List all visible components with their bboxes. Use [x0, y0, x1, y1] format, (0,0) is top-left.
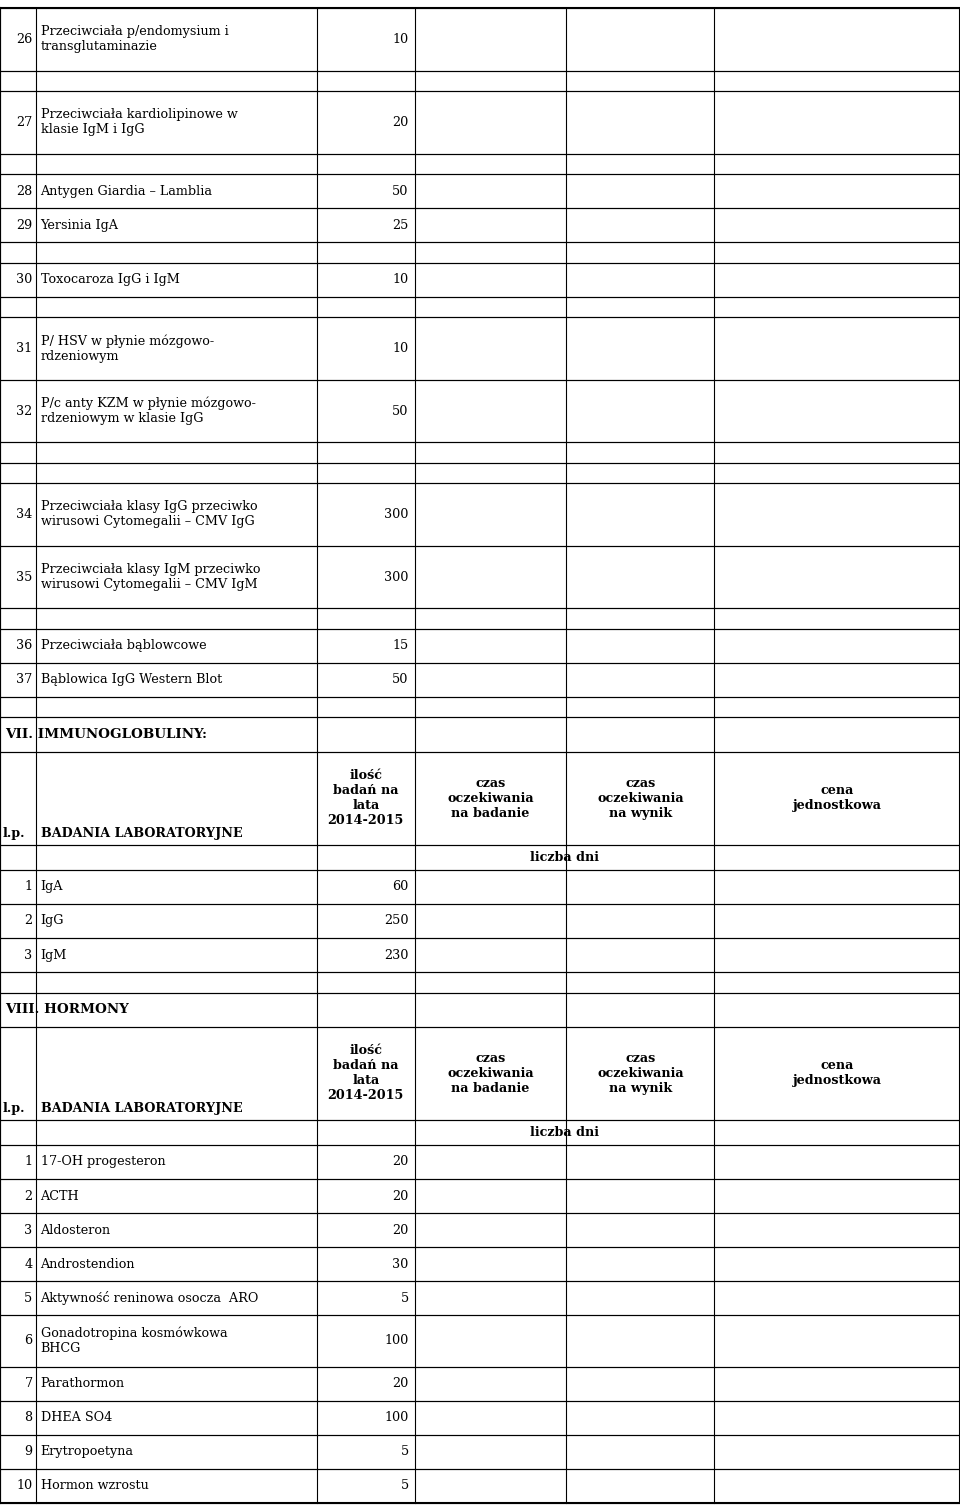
Text: cena
jednostkowa: cena jednostkowa: [793, 1059, 881, 1088]
Text: IgA: IgA: [40, 880, 63, 893]
Text: 300: 300: [384, 509, 409, 521]
Text: 4: 4: [24, 1259, 33, 1271]
Text: czas
oczekiwania
na wynik: czas oczekiwania na wynik: [597, 1052, 684, 1094]
Text: 34: 34: [16, 509, 33, 521]
Text: 37: 37: [16, 673, 33, 687]
Text: IgM: IgM: [40, 949, 67, 961]
Text: 250: 250: [384, 914, 409, 928]
Text: 32: 32: [16, 404, 33, 418]
Text: liczba dni: liczba dni: [530, 851, 599, 863]
Text: 20: 20: [393, 1189, 409, 1203]
Text: 60: 60: [393, 880, 409, 893]
Text: 20: 20: [393, 1224, 409, 1237]
Text: 30: 30: [16, 273, 33, 287]
Text: VIII. HORMONY: VIII. HORMONY: [5, 1003, 129, 1016]
Text: Przeciwciała kardiolipinowe w
klasie IgM i IgG: Przeciwciała kardiolipinowe w klasie IgM…: [40, 109, 237, 136]
Text: czas
oczekiwania
na wynik: czas oczekiwania na wynik: [597, 777, 684, 819]
Text: 1: 1: [25, 880, 33, 893]
Text: 300: 300: [384, 570, 409, 584]
Text: 25: 25: [393, 219, 409, 232]
Text: 26: 26: [16, 33, 33, 45]
Text: Aldosteron: Aldosteron: [40, 1224, 110, 1237]
Text: 10: 10: [393, 343, 409, 355]
Text: Przeciwciała bąblowcowe: Przeciwciała bąblowcowe: [40, 640, 206, 652]
Text: ilość
badań na
lata
2014-2015: ilość badań na lata 2014-2015: [327, 1044, 404, 1102]
Text: 2: 2: [24, 914, 33, 928]
Text: 28: 28: [16, 184, 33, 198]
Text: Aktywność reninowa osocza  ARO: Aktywność reninowa osocza ARO: [40, 1292, 259, 1305]
Text: 8: 8: [24, 1411, 33, 1424]
Text: Przeciwciała p/endomysium i
transglutaminazie: Przeciwciała p/endomysium i transglutami…: [40, 26, 228, 53]
Text: 100: 100: [384, 1334, 409, 1348]
Text: Bąblowica IgG Western Blot: Bąblowica IgG Western Blot: [40, 673, 222, 687]
Text: Parathormon: Parathormon: [40, 1378, 125, 1390]
Text: VII. IMMUNOGLOBULINY:: VII. IMMUNOGLOBULINY:: [5, 727, 207, 741]
Text: 9: 9: [24, 1446, 33, 1458]
Text: BADANIA LABORATORYJNE: BADANIA LABORATORYJNE: [40, 827, 242, 839]
Text: cena
jednostkowa: cena jednostkowa: [793, 785, 881, 812]
Text: 7: 7: [24, 1378, 33, 1390]
Text: DHEA SO4: DHEA SO4: [40, 1411, 111, 1424]
Text: czas
oczekiwania
na badanie: czas oczekiwania na badanie: [447, 777, 534, 819]
Text: Yersinia IgA: Yersinia IgA: [40, 219, 118, 232]
Text: 50: 50: [393, 184, 409, 198]
Text: l.p.: l.p.: [3, 827, 26, 839]
Text: P/ HSV w płynie mózgowo-
rdzeniowym: P/ HSV w płynie mózgowo- rdzeniowym: [40, 335, 214, 362]
Text: Toxocaroza IgG i IgM: Toxocaroza IgG i IgM: [40, 273, 180, 287]
Text: 230: 230: [384, 949, 409, 961]
Text: 36: 36: [16, 640, 33, 652]
Text: 20: 20: [393, 1378, 409, 1390]
Text: 20: 20: [393, 116, 409, 128]
Text: 17-OH progesteron: 17-OH progesteron: [40, 1156, 165, 1168]
Text: 3: 3: [24, 949, 33, 961]
Text: czas
oczekiwania
na badanie: czas oczekiwania na badanie: [447, 1052, 534, 1094]
Text: 5: 5: [24, 1292, 33, 1305]
Text: 1: 1: [25, 1156, 33, 1168]
Text: 3: 3: [24, 1224, 33, 1237]
Text: 100: 100: [384, 1411, 409, 1424]
Text: 5: 5: [400, 1446, 409, 1458]
Text: IgG: IgG: [40, 914, 64, 928]
Text: 35: 35: [16, 570, 33, 584]
Text: 15: 15: [393, 640, 409, 652]
Text: 20: 20: [393, 1156, 409, 1168]
Text: 5: 5: [400, 1292, 409, 1305]
Text: Przeciwciała klasy IgG przeciwko
wirusowi Cytomegalii – CMV IgG: Przeciwciała klasy IgG przeciwko wirusow…: [40, 501, 257, 528]
Text: 6: 6: [24, 1334, 33, 1348]
Text: Erytropoetyna: Erytropoetyna: [40, 1446, 133, 1458]
Text: 29: 29: [16, 219, 33, 232]
Text: liczba dni: liczba dni: [530, 1126, 599, 1139]
Text: P/c anty KZM w płynie mózgowo-
rdzeniowym w klasie IgG: P/c anty KZM w płynie mózgowo- rdzeniowy…: [40, 397, 255, 426]
Text: Hormon wzrostu: Hormon wzrostu: [40, 1479, 148, 1492]
Text: Androstendion: Androstendion: [40, 1259, 135, 1271]
Text: BADANIA LABORATORYJNE: BADANIA LABORATORYJNE: [40, 1102, 242, 1115]
Text: 31: 31: [16, 343, 33, 355]
Text: 27: 27: [16, 116, 33, 128]
Text: Antygen Giardia – Lamblia: Antygen Giardia – Lamblia: [40, 184, 212, 198]
Text: 50: 50: [393, 673, 409, 687]
Text: Gonadotropina kosmówkowa
BHCG: Gonadotropina kosmówkowa BHCG: [40, 1326, 228, 1355]
Text: 10: 10: [16, 1479, 33, 1492]
Text: ilość
badań na
lata
2014-2015: ilość badań na lata 2014-2015: [327, 770, 404, 827]
Text: 5: 5: [400, 1479, 409, 1492]
Text: l.p.: l.p.: [3, 1102, 26, 1115]
Text: 10: 10: [393, 33, 409, 45]
Text: 30: 30: [393, 1259, 409, 1271]
Text: 50: 50: [393, 404, 409, 418]
Text: 10: 10: [393, 273, 409, 287]
Text: 2: 2: [24, 1189, 33, 1203]
Text: Przeciwciała klasy IgM przeciwko
wirusowi Cytomegalii – CMV IgM: Przeciwciała klasy IgM przeciwko wirusow…: [40, 563, 260, 592]
Text: ACTH: ACTH: [40, 1189, 79, 1203]
